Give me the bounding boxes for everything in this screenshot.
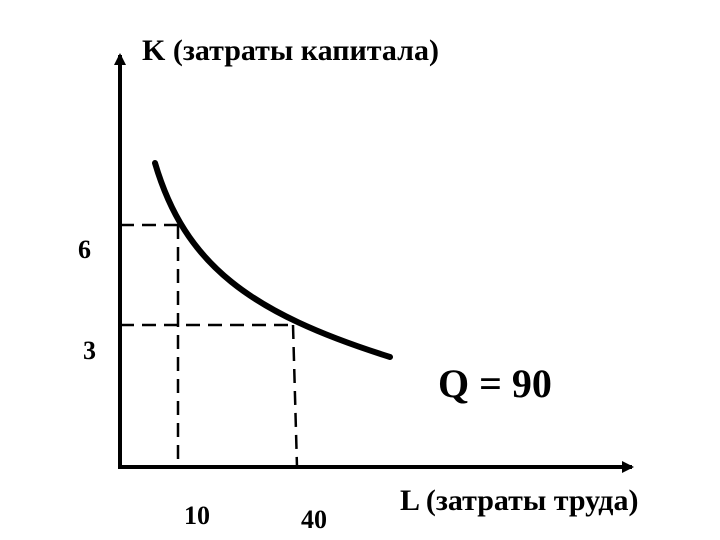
guide-v-point-2 bbox=[291, 324, 299, 468]
y-axis-label: K (затраты капитала) bbox=[142, 34, 439, 67]
x-tick-label: 40 bbox=[301, 505, 327, 534]
isoquant-curve bbox=[152, 160, 393, 360]
y-tick-label: 3 bbox=[83, 336, 96, 365]
curve-label: Q = 90 bbox=[438, 361, 552, 406]
x-axis-label: L (затраты труда) bbox=[400, 484, 638, 517]
y-tick-label: 6 bbox=[78, 235, 91, 264]
x-tick-label: 10 bbox=[184, 501, 210, 530]
